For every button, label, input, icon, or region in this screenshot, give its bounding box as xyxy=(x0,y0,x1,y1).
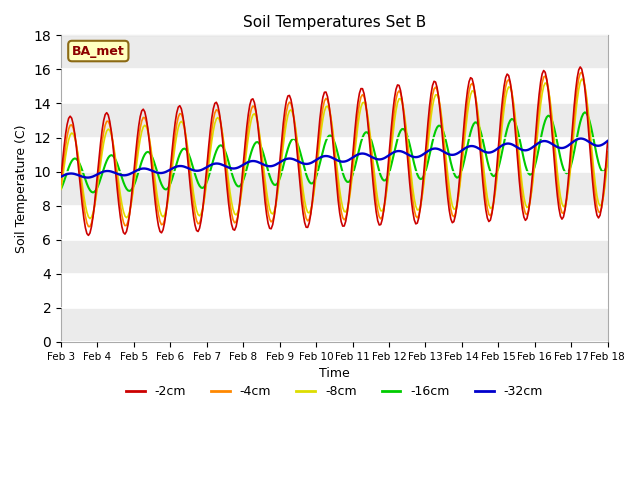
Bar xyxy=(61,36,607,70)
Y-axis label: Soil Temperature (C): Soil Temperature (C) xyxy=(15,124,28,253)
Bar xyxy=(61,240,607,274)
Legend: -2cm, -4cm, -8cm, -16cm, -32cm: -2cm, -4cm, -8cm, -16cm, -32cm xyxy=(121,380,548,403)
Bar xyxy=(61,172,607,205)
Bar xyxy=(61,308,607,342)
Title: Soil Temperatures Set B: Soil Temperatures Set B xyxy=(243,15,426,30)
Text: BA_met: BA_met xyxy=(72,45,125,58)
Bar xyxy=(61,104,607,138)
X-axis label: Time: Time xyxy=(319,367,349,380)
